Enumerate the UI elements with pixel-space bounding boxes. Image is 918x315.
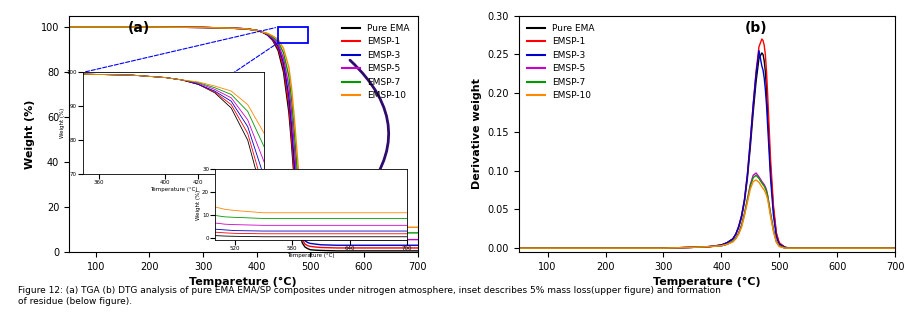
Bar xyxy=(278,27,308,43)
Text: (a): (a) xyxy=(129,21,151,35)
Legend: Pure EMA, EMSP-1, EMSP-3, EMSP-5, EMSP-7, EMSP-10: Pure EMA, EMSP-1, EMSP-3, EMSP-5, EMSP-7… xyxy=(338,20,413,104)
X-axis label: Tempareture (°C): Tempareture (°C) xyxy=(189,277,297,287)
X-axis label: Temperature (°C): Temperature (°C) xyxy=(653,277,761,287)
Legend: Pure EMA, EMSP-1, EMSP-3, EMSP-5, EMSP-7, EMSP-10: Pure EMA, EMSP-1, EMSP-3, EMSP-5, EMSP-7… xyxy=(523,20,599,104)
Text: (b): (b) xyxy=(744,21,767,35)
Y-axis label: Weight (%): Weight (%) xyxy=(25,99,35,169)
Y-axis label: Derivative weight: Derivative weight xyxy=(472,78,482,189)
Text: Figure 12: (a) TGA (b) DTG analysis of pure EMA EMA/SP composites under nitrogen: Figure 12: (a) TGA (b) DTG analysis of p… xyxy=(18,286,722,306)
